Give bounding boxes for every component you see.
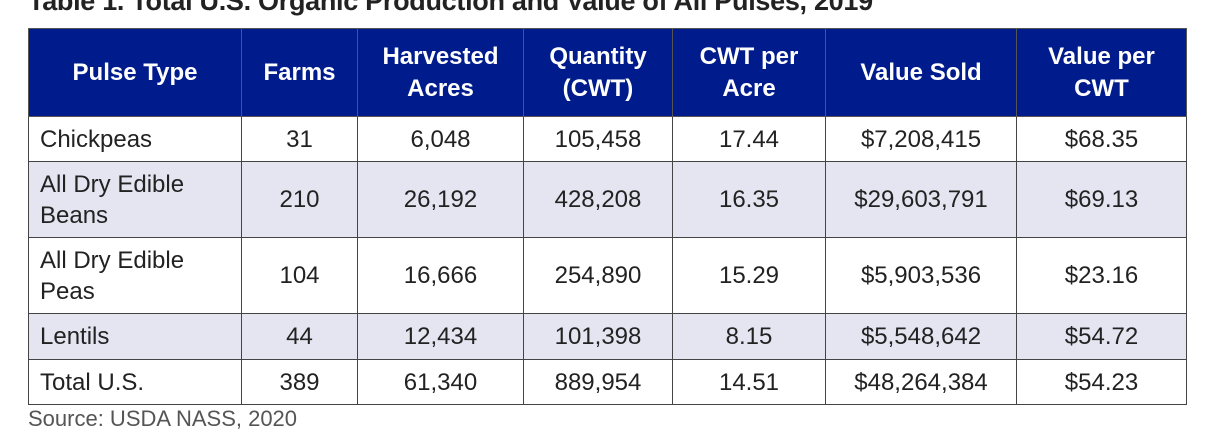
table-cell: 16,666 <box>357 237 524 314</box>
table-cell: 6,048 <box>357 116 524 162</box>
table-cell: 17.44 <box>672 116 826 162</box>
table-cell: $23.16 <box>1016 237 1187 314</box>
table-title: Table 1. Total U.S. Organic Production a… <box>28 0 873 16</box>
column-header: Quantity (CWT) <box>523 28 673 117</box>
table-cell: $54.23 <box>1016 359 1187 405</box>
table-cell: 428,208 <box>523 161 673 238</box>
column-header: Value per CWT <box>1016 28 1187 117</box>
column-header: Pulse Type <box>28 28 242 117</box>
table-cell: $69.13 <box>1016 161 1187 238</box>
table-cell: Total U.S. <box>28 359 242 405</box>
table-cell: $29,603,791 <box>825 161 1017 238</box>
table-cell: All Dry Edible Beans <box>28 161 242 238</box>
table-row: Chickpeas 31 6,048 105,458 17.44 $7,208,415 $6… <box>28 116 1187 162</box>
table-row: Total U.S. 389 61,340 889,954 14.51 $48,264,3… <box>28 359 1187 405</box>
column-header: CWT per Acre <box>672 28 826 117</box>
table-cell: Lentils <box>28 313 242 360</box>
table-cell: 104 <box>241 237 358 314</box>
column-header: Harvested Acres <box>357 28 524 117</box>
source-note: Source: USDA NASS, 2020 <box>28 406 298 431</box>
table-cell: 31 <box>241 116 358 162</box>
table-row: All Dry Edible Beans 210 26,192 428,208 16.3… <box>28 161 1187 238</box>
table-cell: All Dry Edible Peas <box>28 237 242 314</box>
table-cell: $68.35 <box>1016 116 1187 162</box>
table-cell: 12,434 <box>357 313 524 360</box>
column-header: Farms <box>241 28 358 117</box>
table-cell: 15.29 <box>672 237 826 314</box>
table-cell: $54.72 <box>1016 313 1187 360</box>
table-cell: 254,890 <box>523 237 673 314</box>
table-cell: $5,903,536 <box>825 237 1017 314</box>
table-cell: 14.51 <box>672 359 826 405</box>
table-cell: 889,954 <box>523 359 673 405</box>
table-cell: $48,264,384 <box>825 359 1017 405</box>
table-cell: Chickpeas <box>28 116 242 162</box>
table-cell: 26,192 <box>357 161 524 238</box>
table-row: Lentils 44 12,434 101,398 8.15 $5,548,642 $54.… <box>28 313 1187 360</box>
table-cell: $5,548,642 <box>825 313 1017 360</box>
table-cell: $7,208,415 <box>825 116 1017 162</box>
table-cell: 44 <box>241 313 358 360</box>
table-cell: 16.35 <box>672 161 826 238</box>
table-cell: 210 <box>241 161 358 238</box>
table-cell: 61,340 <box>357 359 524 405</box>
pulses-table: Pulse Type Farms Harvested Acres Quantit… <box>28 28 1187 405</box>
header-row: Pulse Type Farms Harvested Acres Quantit… <box>28 28 1187 117</box>
table-cell: 8.15 <box>672 313 826 360</box>
table-cell: 101,398 <box>523 313 673 360</box>
table-cell: 105,458 <box>523 116 673 162</box>
table-row: All Dry Edible Peas 104 16,666 254,890 15.29… <box>28 237 1187 314</box>
column-header: Value Sold <box>825 28 1017 117</box>
table-cell: 389 <box>241 359 358 405</box>
